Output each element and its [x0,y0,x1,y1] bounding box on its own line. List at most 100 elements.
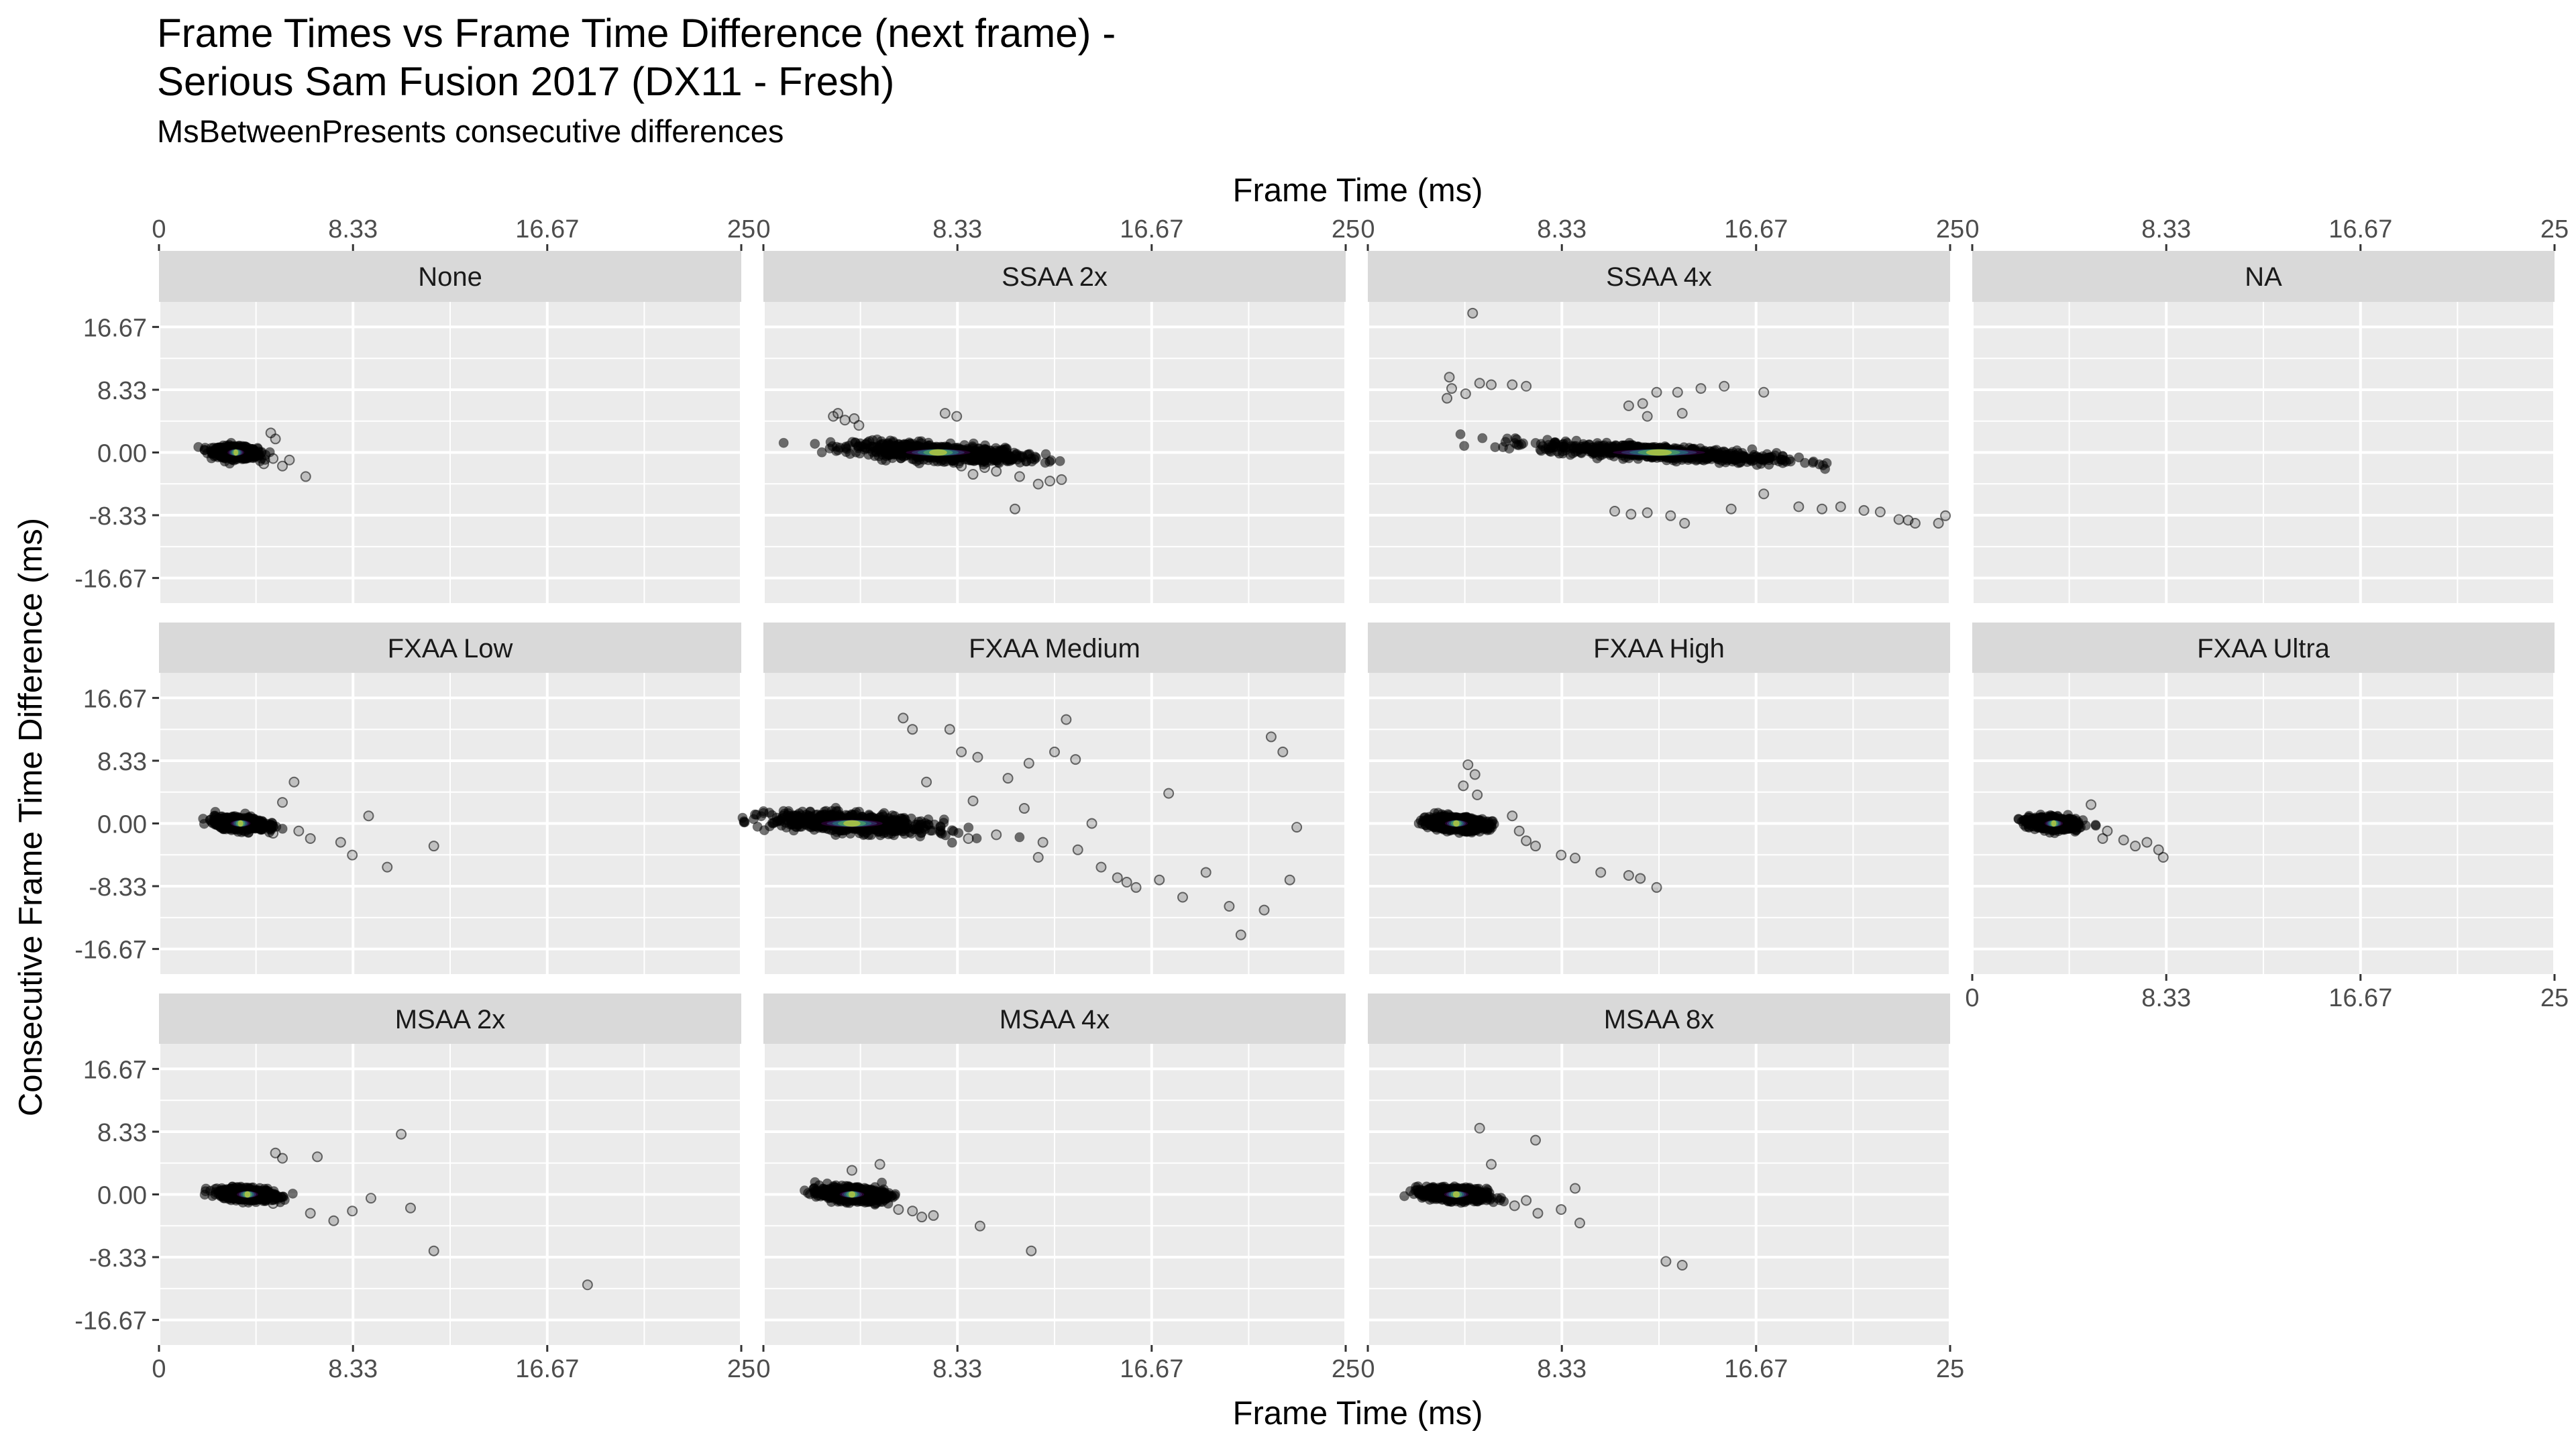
outlier-point [1676,408,1688,419]
outlier-point [1277,746,1289,757]
outlier-point [1072,844,1083,855]
outlier-point [305,833,316,844]
outlier-point [967,469,979,480]
chart-title-line-2: Serious Sam Fusion 2017 (DX11 - Fresh) [157,59,894,104]
data-point [936,455,947,466]
outlier-point [939,408,951,419]
outlier-point [270,433,281,445]
outlier-point [951,411,963,422]
outlier-point [1258,904,1270,916]
chart-title-line-1: Frame Times vs Frame Time Difference (ne… [157,11,1116,56]
data-point [772,816,783,826]
outlier-point [1121,877,1132,888]
outlier-point [335,837,346,848]
outlier-point [1086,818,1097,829]
outlier-point [1623,869,1634,881]
data-point [1558,439,1569,449]
outlier-point [1070,754,1081,765]
data-point [1509,438,1520,449]
outlier-point [1595,867,1607,878]
outlier-point [1642,411,1653,422]
density-core [237,820,244,827]
outlier-point [1023,757,1034,769]
data-point [749,809,760,820]
outlier-point [921,776,932,788]
data-point [277,823,288,834]
outlier-point [1458,780,1469,792]
outlier-point [277,797,288,808]
facet-ssaa-2x: SSAA 2x0 8.33 16.67 25 [756,215,1360,603]
outlier-point [1056,474,1067,485]
data-point [739,817,749,828]
x-axis-title-top: Frame Time (ms) [1233,172,1483,209]
outlier-point [293,825,305,837]
outlier-point [1444,372,1455,383]
x-tick-label-top: 8.33 [932,215,982,244]
outlier-point [1513,825,1525,837]
x-tick-label-top: 16.67 [1724,215,1788,244]
outlier-point [1486,379,1497,390]
data-point [214,820,225,831]
y-tick-label: 16.67 [83,314,147,342]
outlier-point [1061,714,1072,725]
data-point [855,441,866,451]
data-point [889,830,900,841]
data-point [1024,449,1034,460]
x-tick-label-top: 8.33 [328,215,378,244]
outlier-point [1460,388,1471,399]
outlier-point [991,829,1002,841]
outlier-point [1154,874,1165,885]
outlier-point [1609,506,1621,517]
outlier-point [1725,503,1737,515]
outlier-point [1651,881,1662,893]
x-tick-label-top: 8.33 [1537,215,1587,244]
outlier-point [1044,476,1056,487]
y-tick-label: 0.00 [97,811,147,839]
data-point [1459,441,1470,451]
data-point [947,837,957,848]
data-point [947,455,958,466]
x-tick-label-top: 16.67 [2328,215,2392,244]
data-point [1477,433,1488,443]
outlier-point [288,776,300,788]
data-point [892,818,902,829]
outlier-point [284,454,295,466]
outlier-point [1009,503,1020,515]
data-point [810,439,820,449]
outlier-point [1446,383,1457,394]
data-point [1014,832,1025,843]
outlier-point [1940,510,1951,521]
density-core [1453,820,1460,827]
outlier-point [1817,503,1828,515]
data-point [1592,446,1603,457]
outlier-point [849,413,860,424]
data-point [899,441,910,451]
outlier-point [1002,773,1014,784]
data-point [989,448,1000,459]
chart-subtitle: MsBetweenPresents consecutive difference… [157,113,784,149]
data-point [1055,455,1065,466]
outlier-point [1556,849,1567,861]
facet-strip-label: None [418,262,482,292]
outlier-point [1521,835,1532,847]
data-point [792,810,802,820]
outlier-point [1265,731,1277,743]
y-tick-label: 0.00 [97,440,147,468]
data-point [1584,439,1595,450]
facet-strip-label: NA [2245,262,2282,292]
data-point [1568,441,1579,451]
x-tick-label-top: 25 [1936,215,1964,244]
y-tick-label: 8.33 [97,748,147,776]
outlier-point [1672,386,1683,398]
data-point [1424,818,1434,829]
data-point [199,818,209,829]
outlier-point [1521,380,1532,392]
outlier-point [839,415,851,426]
facet-ssaa-4x: SSAA 4x0 8.33 16.67 25 [1360,215,1964,603]
outlier-point [956,460,967,472]
outlier-point [1037,837,1049,848]
y-tick-label: -16.67 [74,936,147,965]
outlier-point [1858,504,1870,516]
x-tick-label-top: 0 [1360,215,1375,244]
